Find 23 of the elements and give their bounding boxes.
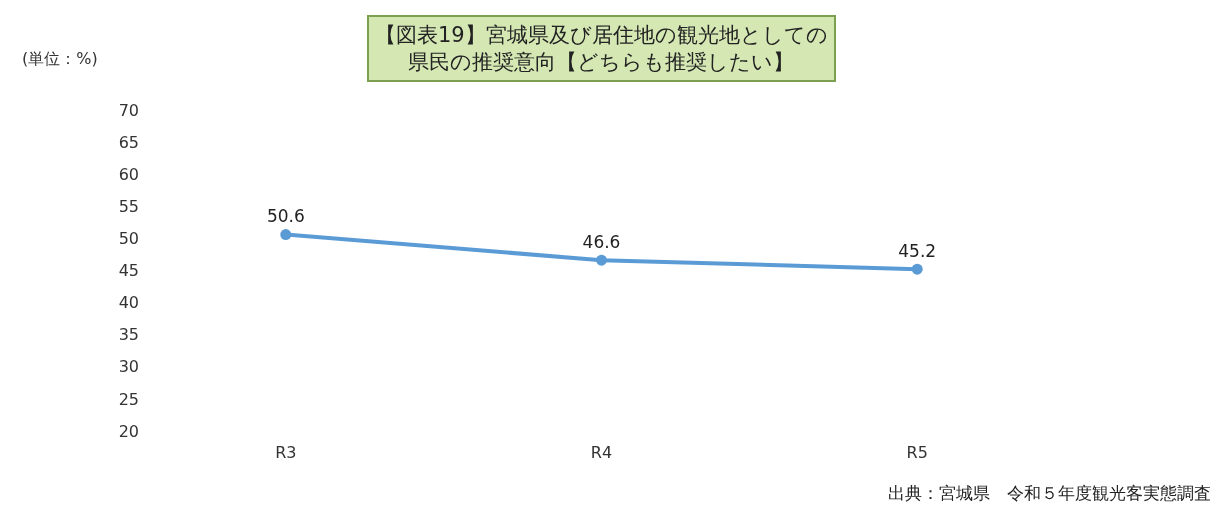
y-tick-label: 50 <box>118 229 139 248</box>
y-tick-label: 25 <box>118 389 139 409</box>
point <box>596 254 607 266</box>
y-tick-label: 20 <box>118 421 139 441</box>
y-axis-title: (単位：%) <box>22 49 98 68</box>
point <box>911 263 923 275</box>
data-label: 45.2 <box>898 241 937 262</box>
y-tick-label: 55 <box>118 196 139 216</box>
x-tick-label: R4 <box>590 443 613 462</box>
y-tick-label: 30 <box>118 357 139 377</box>
chart-title: 【図表19】宮城県及び居住地の観光地としての県民の推奨意向【どちらも推奨したい】 <box>375 23 828 75</box>
y-tick-label: 60 <box>118 164 139 184</box>
y-tick-label: 40 <box>118 293 139 313</box>
data-label: 50.6 <box>266 206 305 227</box>
x-tick-label: R5 <box>906 443 928 462</box>
x-tick-label: R3 <box>275 443 297 462</box>
y-tick-label: 35 <box>118 325 139 345</box>
y-tick-label: 65 <box>118 132 139 152</box>
y-tick-label: 70 <box>118 100 139 120</box>
y-tick-label: 45 <box>118 261 139 281</box>
point <box>280 229 292 241</box>
data-label: 46.6 <box>582 232 621 253</box>
source-note: 出典：宮城県 令和５年度観光客実態調査 <box>888 483 1211 503</box>
